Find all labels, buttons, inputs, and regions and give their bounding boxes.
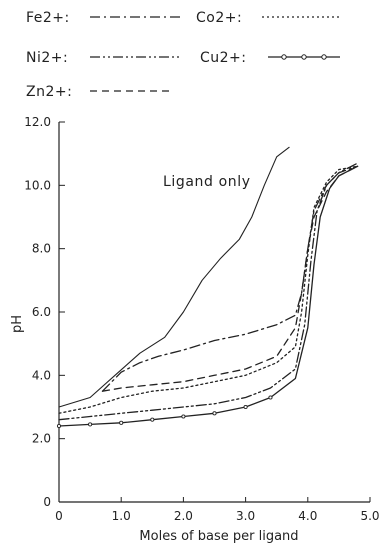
legend-swatch-cu xyxy=(268,54,340,60)
legend-label-ni: Ni2+: xyxy=(26,50,68,66)
series-point-cu xyxy=(56,423,62,429)
legend-entry-ni: Ni2+: xyxy=(26,50,180,66)
series-point-cu xyxy=(181,414,186,419)
series-point-cu xyxy=(150,417,155,422)
x-tick-label: 1.0 xyxy=(112,509,131,523)
y-tick-label: 12.0 xyxy=(24,115,51,129)
y-tick-label: 2.0 xyxy=(32,432,51,446)
legend-label-fe: Fe2+: xyxy=(26,10,70,26)
series-line-ni2- xyxy=(58,162,359,421)
axes: 0 1.0 2.0 3.0 4.0 5.0 0 2.0 4.0 6.0 8.0 10.0 12.0 M… xyxy=(10,115,379,544)
legend-entry-co: Co2+: xyxy=(196,10,340,26)
series-point-cu xyxy=(243,404,248,410)
y-tick-label: 8.0 xyxy=(32,242,51,256)
annotation-ligand-only: Ligand only xyxy=(163,174,251,190)
x-tick-label: 0 xyxy=(55,509,63,523)
series-point-cu xyxy=(212,411,217,416)
legend: Fe2+: Co2+: Ni2+: Cu2+: Zn2+: xyxy=(26,10,340,100)
series-point-cu xyxy=(268,395,273,400)
x-axis-label: Moles of base per ligand xyxy=(139,529,298,544)
series-group xyxy=(56,146,359,429)
series-point-cu xyxy=(119,420,124,425)
y-tick-label: 4.0 xyxy=(32,368,51,382)
series-line-cu2- xyxy=(58,165,359,427)
legend-entry-fe: Fe2+: xyxy=(26,10,180,26)
legend-swatch-cu-marker xyxy=(301,54,307,60)
series-line-ligand-only xyxy=(58,146,290,408)
legend-entry-zn: Zn2+: xyxy=(26,84,170,100)
x-ticks: 0 1.0 2.0 3.0 4.0 5.0 xyxy=(55,497,379,523)
legend-swatch-cu-marker xyxy=(321,54,327,60)
series-line-co2- xyxy=(58,165,359,414)
x-tick-label: 5.0 xyxy=(360,509,379,523)
series-point-cu xyxy=(88,422,93,427)
y-tick-label: 6.0 xyxy=(32,305,51,319)
y-axis-label: pH xyxy=(10,315,25,333)
x-tick-label: 3.0 xyxy=(236,509,255,523)
legend-label-cu: Cu2+: xyxy=(200,50,247,66)
x-tick-label: 4.0 xyxy=(298,509,317,523)
series-line-fe2- xyxy=(101,165,359,392)
legend-swatch-cu-marker xyxy=(281,54,287,60)
y-tick-label: 10.0 xyxy=(24,178,51,192)
legend-label-zn: Zn2+: xyxy=(26,84,72,100)
x-tick-label: 2.0 xyxy=(174,509,193,523)
legend-entry-cu: Cu2+: xyxy=(200,50,340,66)
legend-label-co: Co2+: xyxy=(196,10,242,26)
series-line-zn2- xyxy=(101,165,359,392)
y-tick-label: 0 xyxy=(43,495,51,509)
y-ticks: 0 2.0 4.0 6.0 8.0 10.0 12.0 xyxy=(24,115,65,509)
